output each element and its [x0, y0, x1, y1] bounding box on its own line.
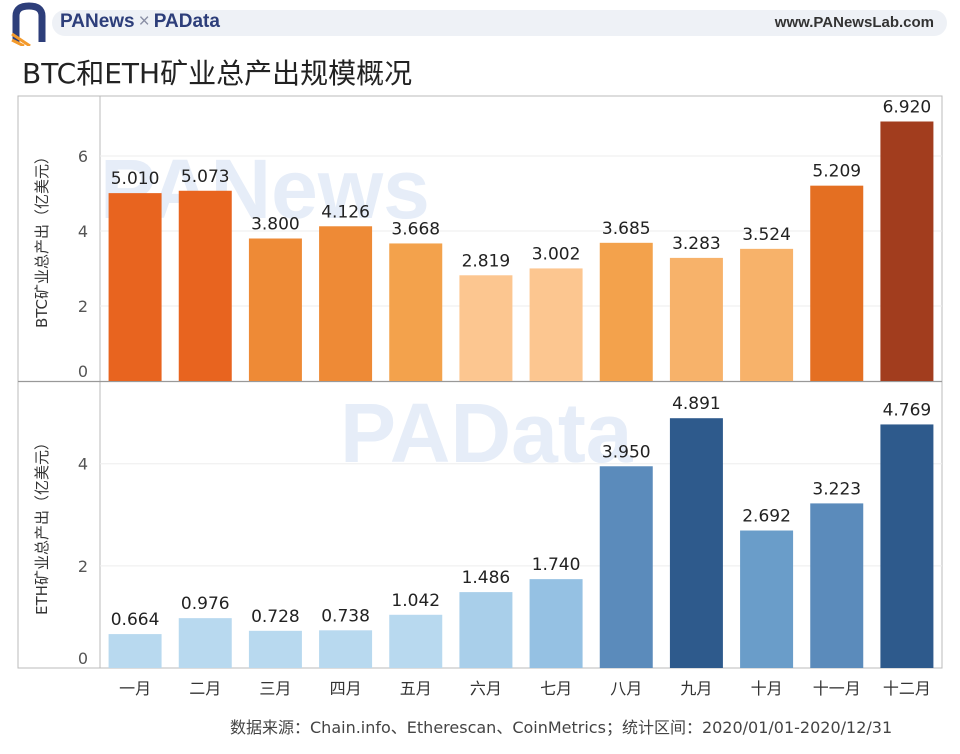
data-source-note: 数据来源：Chain.info、Etherescan、CoinMetrics；统…	[230, 718, 893, 737]
btc-bar-value-label: 5.209	[812, 162, 861, 182]
brand-panews: PANews	[60, 11, 135, 32]
x-category-label: 二月	[189, 679, 221, 698]
btc-bar-value-label: 3.283	[672, 234, 721, 254]
site-url: www.PANewsLab.com	[774, 14, 934, 31]
eth-bar-value-label: 1.042	[391, 591, 440, 611]
btc-bar	[389, 243, 443, 381]
brand-name: PANews × PAData	[60, 11, 220, 33]
eth-bar-value-label: 0.738	[321, 606, 370, 626]
x-category-label: 十月	[751, 679, 783, 698]
btc-bar	[599, 242, 653, 381]
eth-bar-value-label: 1.740	[532, 555, 581, 575]
eth-bar-value-label: 0.664	[111, 610, 160, 630]
btc-y-tick-label: 0	[78, 362, 88, 381]
btc-bar	[740, 248, 794, 381]
eth-bar-value-label: 3.223	[812, 479, 861, 499]
x-category-label: 五月	[400, 679, 432, 698]
btc-y-tick-label: 4	[78, 222, 88, 241]
eth-y-tick-label: 4	[78, 455, 88, 474]
eth-bar-value-label: 3.950	[602, 442, 651, 462]
eth-y-tick-label: 0	[78, 649, 88, 668]
brand-padata: PAData	[153, 11, 220, 32]
x-category-label: 八月	[610, 679, 642, 698]
x-category-label: 七月	[540, 679, 572, 698]
btc-bar-value-label: 3.524	[742, 225, 791, 245]
btc-bar	[669, 257, 723, 381]
x-category-label: 九月	[680, 679, 712, 698]
chart-title: BTC和ETH矿业总产出规模概况	[22, 57, 413, 90]
eth-bar	[810, 503, 864, 668]
x-category-label: 三月	[259, 679, 291, 698]
eth-bar	[880, 424, 934, 668]
eth-bar-value-label: 2.692	[742, 507, 791, 527]
eth-bar-value-label: 0.728	[251, 607, 300, 627]
btc-bar-value-label: 3.002	[532, 244, 581, 264]
eth-bar-value-label: 1.486	[462, 568, 511, 588]
x-category-label: 十二月	[883, 679, 931, 698]
btc-y-tick-label: 2	[78, 297, 88, 316]
header-banner: PANews × PAData www.PANewsLab.com	[0, 0, 960, 46]
eth-bar	[599, 466, 653, 668]
btc-bar	[459, 275, 513, 381]
eth-bar	[740, 530, 794, 668]
eth-bar	[389, 614, 443, 668]
x-category-label: 一月	[119, 679, 151, 698]
btc-bar	[108, 193, 162, 381]
btc-bar-value-label: 3.668	[391, 219, 440, 239]
btc-bar	[319, 226, 373, 381]
x-category-label: 六月	[470, 679, 502, 698]
btc-bar	[178, 190, 232, 381]
btc-bar	[810, 185, 864, 381]
btc-y-tick-label: 6	[78, 147, 88, 166]
panews-logo-icon	[11, 2, 46, 46]
btc-bar	[880, 121, 934, 381]
plot-layer: 0 2 4 6 BTC矿业总产出（亿美元） 5.010 5.073 3.800 4.126 3.6…	[17, 95, 943, 698]
brand-cross: ×	[138, 11, 150, 32]
banner-band	[52, 10, 947, 36]
eth-y-tick-label: 2	[78, 557, 88, 576]
x-category-label: 十一月	[813, 679, 861, 698]
btc-bar-value-label: 3.800	[251, 215, 300, 235]
btc-bar-value-label: 5.073	[181, 167, 230, 187]
eth-bar	[669, 418, 723, 668]
btc-bar	[248, 238, 302, 381]
btc-bar-value-label: 5.010	[111, 169, 160, 189]
btc-y-axis-label: BTC矿业总产出（亿美元）	[33, 149, 51, 328]
eth-bar-value-label: 0.976	[181, 594, 230, 614]
eth-y-axis-label: ETH矿业总产出（亿美元）	[33, 435, 51, 615]
btc-bar-value-label: 4.126	[321, 202, 370, 222]
eth-bar-value-label: 4.891	[672, 394, 721, 414]
eth-bar	[459, 592, 513, 668]
eth-bar	[108, 634, 162, 668]
eth-bar	[248, 630, 302, 668]
btc-bar-value-label: 2.819	[462, 251, 511, 271]
eth-bar-value-label: 4.769	[883, 400, 932, 420]
btc-bar-value-label: 3.685	[602, 219, 651, 239]
eth-bar	[319, 630, 373, 668]
btc-bar-value-label: 6.920	[883, 98, 932, 118]
x-category-label: 四月	[330, 679, 362, 698]
watermark-padata: PAData	[340, 386, 634, 480]
eth-bar	[178, 618, 232, 668]
eth-bar	[529, 579, 583, 668]
btc-bar	[529, 268, 583, 381]
